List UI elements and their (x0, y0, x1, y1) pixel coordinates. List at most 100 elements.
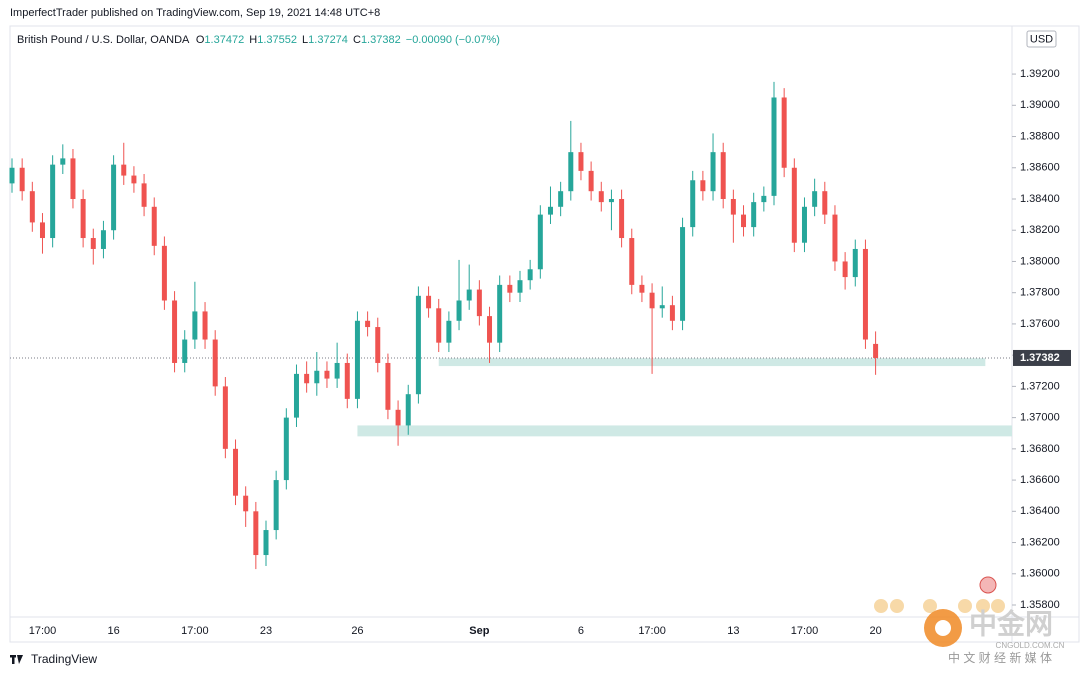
candle-body (161, 245, 167, 301)
time-tick-label: 6 (578, 625, 584, 637)
candle-body (741, 214, 747, 228)
symbol: British Pound / U.S. Dollar, OANDA (17, 34, 190, 46)
ohlc-legend: British Pound / U.S. Dollar, OANDA O1.37… (17, 34, 500, 46)
time-tick-label: 26 (351, 625, 363, 637)
candle-body (730, 198, 736, 215)
o-value: 1.37472 (204, 34, 244, 46)
time-tick-label: Sep (469, 625, 489, 637)
time-tick-label: 20 (869, 625, 881, 637)
currency-box[interactable] (1026, 30, 1057, 48)
candle-body (629, 238, 635, 285)
candle-body (537, 214, 543, 270)
candle-body (771, 97, 777, 196)
candle-body (527, 269, 533, 281)
candle-body (385, 362, 391, 410)
candle-body (547, 206, 553, 215)
event-icons (874, 576, 1005, 613)
candle-body (466, 289, 472, 301)
change: −0.00090 (−0.07%) (406, 34, 500, 46)
candle-body (476, 289, 482, 317)
c-value: 1.37382 (361, 34, 401, 46)
candle-body (751, 202, 757, 228)
candle-body (212, 339, 218, 387)
currency[interactable]: USD (1030, 33, 1053, 45)
candle-body (19, 167, 25, 192)
candle-body (121, 164, 127, 176)
candle-body (608, 198, 614, 203)
candle-body (456, 300, 462, 321)
watermark: 中金网 CNGOLD.COM.CN 中 文 财 经 新 媒 体 (924, 607, 1065, 665)
watermark-site: CNGOLD.COM.CN (996, 641, 1065, 650)
l-value: 1.37274 (308, 34, 348, 46)
candle-body (436, 308, 442, 343)
last-price-label: 1.37382 (1020, 352, 1060, 364)
brand-logo (10, 655, 23, 664)
candle-body (791, 167, 797, 243)
candle-body (487, 316, 493, 343)
candle-body (852, 248, 858, 278)
candle-body (233, 448, 239, 496)
candle-body (588, 170, 594, 192)
candle-body (426, 295, 432, 309)
candle-body (365, 320, 371, 328)
price-tick-label: 1.39000 (1020, 99, 1060, 111)
time-tick-label: 17:00 (29, 625, 57, 637)
candle-body (405, 394, 411, 426)
time-tick-label: 17:00 (791, 625, 819, 637)
candle-body (314, 370, 320, 384)
price-tick-label: 1.35800 (1020, 599, 1060, 611)
price-tick-label: 1.38600 (1020, 162, 1060, 174)
candle-body (659, 305, 665, 309)
candle-body (334, 362, 340, 379)
candle-body (842, 261, 848, 278)
price-tick-label: 1.39200 (1020, 68, 1060, 80)
candle-body (578, 152, 584, 171)
candle-body (324, 370, 330, 379)
candle-body (60, 158, 66, 165)
price-tick-label: 1.36200 (1020, 536, 1060, 548)
candle-body (222, 386, 228, 449)
support-zone (438, 358, 986, 367)
candle-body (558, 191, 564, 207)
candle-body (781, 97, 787, 168)
candle-body (131, 175, 137, 184)
candle-body (263, 530, 269, 556)
price-tick-label: 1.37800 (1020, 287, 1060, 299)
time-tick-label: 17:00 (181, 625, 209, 637)
candle-body (375, 327, 381, 363)
price-tick-label: 1.36400 (1020, 505, 1060, 517)
candle-body (90, 238, 96, 249)
candle-body (344, 362, 350, 399)
candle-body (619, 198, 625, 239)
candle-body (395, 409, 401, 426)
c-label: C (353, 34, 361, 46)
price-tick-label: 1.36000 (1020, 568, 1060, 580)
candle-body (761, 195, 767, 203)
time-tick-label: 23 (260, 625, 272, 637)
watermark-tagline: 中 文 财 经 新 媒 体 (948, 650, 1052, 665)
candle-body (517, 280, 523, 293)
support-zone (357, 425, 1012, 437)
candle-body (100, 230, 106, 249)
candle-body (182, 339, 188, 363)
candle-body (141, 183, 147, 207)
candle-body (243, 495, 249, 512)
h-value: 1.37552 (257, 34, 297, 46)
price-tick-label: 1.38400 (1020, 193, 1060, 205)
candle-body (497, 284, 503, 343)
candle-body (293, 373, 299, 418)
candle-body (446, 320, 452, 343)
candle-body (639, 284, 645, 293)
candle-body (202, 311, 208, 340)
candle-body (192, 311, 198, 340)
price-tick-label: 1.38200 (1020, 224, 1060, 236)
candle-body (50, 164, 56, 239)
time-tick-label: 17:00 (638, 625, 666, 637)
candle-body (862, 248, 868, 340)
candle-body (598, 191, 604, 203)
candle-body (354, 320, 360, 399)
candle-body (801, 206, 807, 243)
